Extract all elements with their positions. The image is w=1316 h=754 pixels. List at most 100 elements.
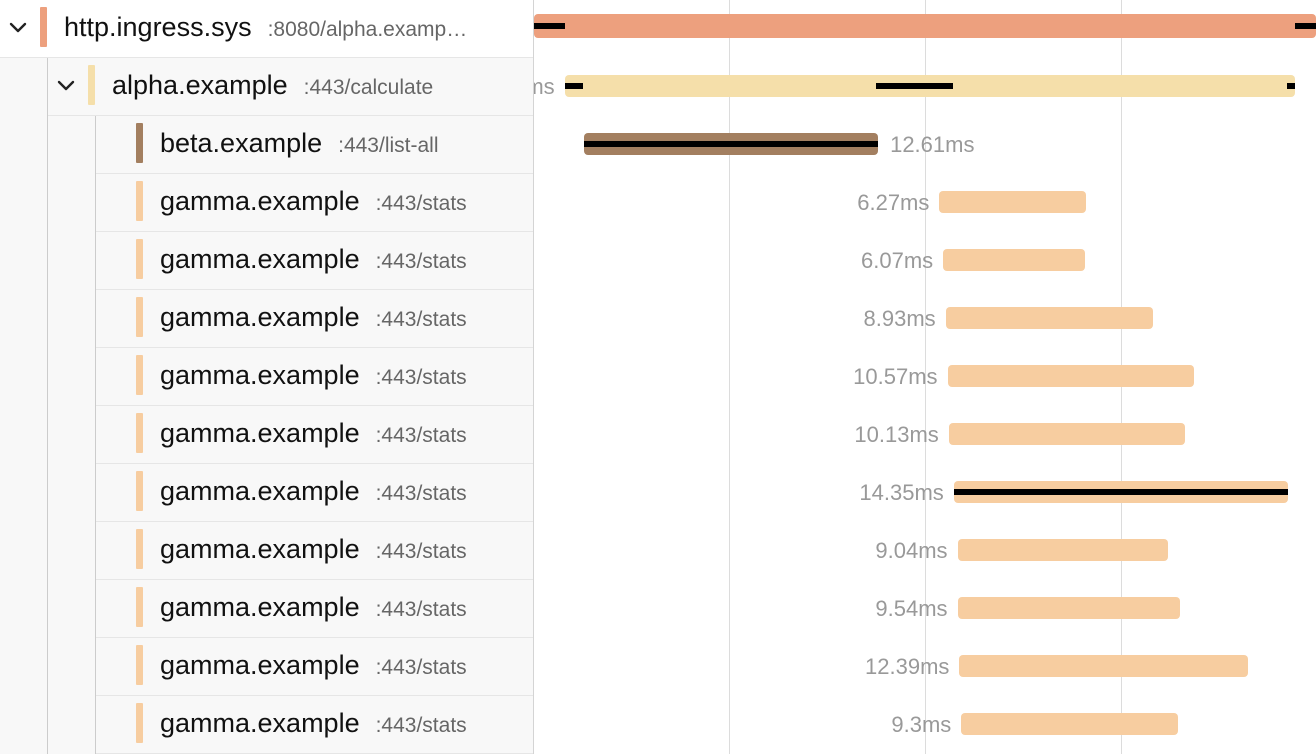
service-color-indicator xyxy=(136,123,143,163)
span-row[interactable]: gamma.example :443/stats 6.27ms xyxy=(0,174,1316,232)
span-row[interactable]: gamma.example:443/stats 9.3ms xyxy=(0,696,1316,754)
span-label[interactable]: http.ingress.sys :8080/alpha.examp… xyxy=(0,0,533,58)
row-divider xyxy=(48,115,533,116)
critical-path-segment xyxy=(584,141,879,147)
span-label[interactable]: gamma.example:443/stats xyxy=(0,580,533,638)
critical-path-segment xyxy=(953,489,1288,495)
service-color-indicator xyxy=(136,471,143,511)
span-duration-bar[interactable] xyxy=(584,133,879,155)
span-label[interactable]: gamma.example:443/stats xyxy=(0,696,533,754)
span-duration-bar[interactable] xyxy=(943,249,1085,271)
span-timeline[interactable]: ms xyxy=(525,58,1316,116)
span-duration-bar[interactable] xyxy=(939,191,1086,213)
operation-name: :443/stats xyxy=(375,656,467,679)
tree-indent-guide xyxy=(95,116,96,754)
timeline-gridline xyxy=(729,0,731,754)
span-duration-bar[interactable] xyxy=(957,597,1181,619)
operation-name: :443/stats xyxy=(375,482,467,505)
span-timeline[interactable]: 6.07ms xyxy=(534,232,1316,290)
critical-path-segment xyxy=(1287,83,1295,89)
service-name-text: gamma.example xyxy=(160,186,360,216)
span-row[interactable]: gamma.example :443/stats 12.39ms xyxy=(0,638,1316,696)
operation-name: :443/list-all xyxy=(338,134,439,157)
service-name-text: gamma.example xyxy=(160,244,360,274)
span-label[interactable]: alpha.example:443/calculate xyxy=(0,58,533,116)
service-color-indicator xyxy=(136,587,143,627)
service-name-text: gamma.example xyxy=(160,534,360,564)
span-timeline[interactable]: 6.27ms xyxy=(534,174,1316,232)
operation-name: :443/stats xyxy=(375,192,467,215)
span-duration-bar[interactable] xyxy=(953,481,1288,503)
span-row[interactable]: gamma.example:443/stats 8.93ms xyxy=(0,290,1316,348)
span-timeline[interactable]: 9.54ms xyxy=(534,580,1316,638)
row-divider xyxy=(96,579,533,580)
service-name: gamma.example:443/stats xyxy=(160,417,467,452)
operation-name: :443/stats xyxy=(375,250,467,273)
service-color-indicator xyxy=(136,413,143,453)
service-name: gamma.example:443/stats xyxy=(160,533,467,568)
span-duration-bar[interactable] xyxy=(945,307,1154,329)
chevron-down-icon[interactable] xyxy=(8,18,28,38)
span-label[interactable]: gamma.example :443/stats xyxy=(0,638,533,696)
span-label[interactable]: beta.example :443/list-all xyxy=(0,116,533,174)
span-duration-label: 6.27ms xyxy=(857,190,930,215)
service-color-indicator xyxy=(136,297,143,337)
operation-name: :8080/alpha.examp… xyxy=(267,18,468,41)
span-label[interactable]: gamma.example:443/stats xyxy=(0,290,533,348)
chevron-down-icon[interactable] xyxy=(56,76,76,96)
span-timeline[interactable]: 10.57ms xyxy=(534,348,1316,406)
service-name-text: beta.example xyxy=(160,128,323,158)
span-row[interactable]: gamma.example:443/stats 9.54ms xyxy=(0,580,1316,638)
span-row[interactable]: gamma.example :443/stats 6.07ms xyxy=(0,232,1316,290)
span-duration-bar[interactable] xyxy=(959,655,1249,677)
span-row[interactable]: gamma.example:443/stats 10.57ms xyxy=(0,348,1316,406)
span-duration-bar[interactable] xyxy=(534,14,1316,38)
service-name-text: gamma.example xyxy=(160,650,360,680)
span-timeline[interactable]: 14.35ms xyxy=(534,464,1316,522)
span-timeline[interactable]: 12.61ms xyxy=(534,116,1316,174)
service-name-text: gamma.example xyxy=(160,708,360,738)
service-name-text: http.ingress.sys xyxy=(64,12,252,42)
span-duration-bar[interactable] xyxy=(564,75,1295,97)
span-duration-bar[interactable] xyxy=(947,365,1194,387)
span-duration-label: 9.3ms xyxy=(891,712,952,737)
span-label[interactable]: gamma.example:443/stats xyxy=(0,522,533,580)
service-name: gamma.example :443/stats xyxy=(160,185,467,220)
span-timeline[interactable]: 10.13ms xyxy=(534,406,1316,464)
service-name: gamma.example:443/stats xyxy=(160,707,467,742)
span-duration-bar[interactable] xyxy=(961,713,1178,735)
service-color-indicator xyxy=(136,355,143,395)
span-label[interactable]: gamma.example:443/stats xyxy=(0,348,533,406)
span-timeline[interactable]: 9.3ms xyxy=(534,696,1316,754)
service-name: gamma.example:443/stats xyxy=(160,301,467,336)
row-divider xyxy=(96,695,533,696)
row-divider xyxy=(96,405,533,406)
span-row[interactable]: gamma.example:443/stats 14.35ms xyxy=(0,464,1316,522)
critical-path-segment xyxy=(1294,23,1316,29)
span-row[interactable]: gamma.example:443/stats 10.13ms xyxy=(0,406,1316,464)
span-timeline[interactable]: 9.04ms xyxy=(534,522,1316,580)
service-color-indicator xyxy=(136,181,143,221)
span-timeline[interactable]: 12.39ms xyxy=(534,638,1316,696)
span-row[interactable]: beta.example :443/list-all 12.61ms xyxy=(0,116,1316,174)
span-duration-label: 14.35ms xyxy=(859,480,944,505)
service-color-indicator xyxy=(40,7,47,47)
row-divider xyxy=(96,173,533,174)
service-name: gamma.example:443/stats xyxy=(160,359,467,394)
span-row[interactable]: gamma.example:443/stats 9.04ms xyxy=(0,522,1316,580)
span-duration-label: 12.61ms xyxy=(890,132,975,157)
span-label[interactable]: gamma.example:443/stats xyxy=(0,464,533,522)
span-label[interactable]: gamma.example :443/stats xyxy=(0,174,533,232)
span-duration-bar[interactable] xyxy=(957,539,1168,561)
service-name-text: alpha.example xyxy=(112,70,288,100)
critical-path-segment xyxy=(564,83,584,89)
span-timeline[interactable]: 8.93ms xyxy=(534,290,1316,348)
span-row[interactable]: http.ingress.sys :8080/alpha.examp… xyxy=(0,0,1316,58)
service-name: alpha.example:443/calculate xyxy=(112,69,433,104)
span-label[interactable]: gamma.example :443/stats xyxy=(0,232,533,290)
span-duration-bar[interactable] xyxy=(948,423,1186,445)
span-duration-label: 10.13ms xyxy=(854,422,939,447)
span-label[interactable]: gamma.example:443/stats xyxy=(0,406,533,464)
span-row[interactable]: alpha.example:443/calculate ms xyxy=(0,58,1316,116)
span-timeline[interactable] xyxy=(534,0,1316,58)
